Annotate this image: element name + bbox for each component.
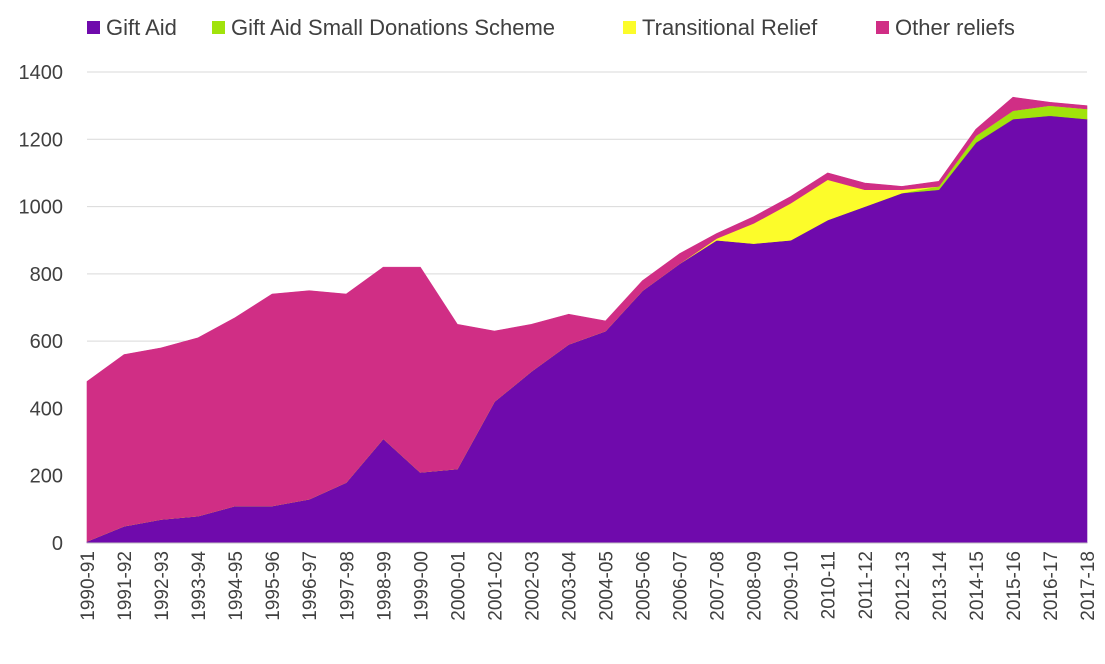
x-tick-label: 1995-96 bbox=[263, 551, 284, 621]
x-tick-label: 2005-06 bbox=[634, 551, 655, 621]
legend-swatch bbox=[87, 21, 100, 34]
x-tick-label: 2015-16 bbox=[1004, 551, 1025, 621]
x-tick-label: 2004-05 bbox=[597, 551, 618, 621]
area-series-other-reliefs bbox=[86, 96, 1088, 542]
legend-swatch bbox=[623, 21, 636, 34]
x-tick-label: 2009-10 bbox=[782, 551, 803, 621]
x-tick-label: 1993-94 bbox=[189, 551, 210, 621]
legend: Gift Aid Gift Aid Small Donations Scheme T… bbox=[87, 15, 1015, 40]
legend-label: Other reliefs bbox=[895, 15, 1015, 40]
y-tick-label: 1000 bbox=[19, 197, 64, 219]
x-tick-label: 1994-95 bbox=[226, 551, 247, 621]
y-axis: 0 200 400 600 800 1000 1200 1400 bbox=[19, 62, 64, 555]
x-tick-label: 2010-11 bbox=[819, 551, 840, 619]
x-tick-label: 1991-92 bbox=[115, 551, 136, 621]
x-tick-label: 2003-04 bbox=[559, 551, 580, 621]
x-tick-label: 1997-98 bbox=[337, 551, 358, 621]
x-tick-label: 2014-15 bbox=[967, 551, 988, 621]
x-tick-label: 2016-17 bbox=[1041, 551, 1062, 621]
x-tick-label: 1990-91 bbox=[78, 551, 99, 621]
x-tick-label: 2000-01 bbox=[448, 551, 469, 621]
x-tick-label: 2007-08 bbox=[708, 551, 729, 621]
x-tick-label: 1998-99 bbox=[374, 551, 395, 621]
x-tick-label: 2006-07 bbox=[671, 551, 692, 621]
legend-swatch bbox=[212, 21, 225, 34]
x-tick-label: 1999-00 bbox=[411, 551, 432, 621]
y-tick-label: 800 bbox=[30, 264, 63, 286]
y-tick-label: 0 bbox=[52, 533, 63, 555]
y-tick-label: 400 bbox=[30, 398, 63, 420]
legend-label: Gift Aid bbox=[106, 15, 177, 40]
legend-label: Gift Aid Small Donations Scheme bbox=[231, 15, 555, 40]
x-tick-label: 1992-93 bbox=[152, 551, 173, 621]
y-tick-label: 200 bbox=[30, 466, 63, 488]
y-tick-label: 600 bbox=[30, 331, 63, 353]
x-tick-label: 2002-03 bbox=[522, 551, 543, 621]
x-axis: 1990-91 1991-92 1992-93 1993-94 1994-95 1995-… bbox=[78, 542, 1099, 621]
x-tick-label: 2013-14 bbox=[930, 551, 951, 621]
x-tick-label: 2001-02 bbox=[485, 551, 506, 621]
x-tick-label: 2008-09 bbox=[745, 551, 766, 621]
legend-swatch bbox=[876, 21, 889, 34]
plot-areas bbox=[86, 96, 1088, 544]
x-tick-label: 2017-18 bbox=[1078, 551, 1099, 621]
x-tick-label: 1996-97 bbox=[300, 551, 321, 621]
x-tick-label: 2012-13 bbox=[893, 551, 914, 621]
y-tick-label: 1200 bbox=[19, 129, 64, 151]
x-tick-label: 2011-12 bbox=[856, 551, 877, 619]
legend-label: Transitional Relief bbox=[642, 15, 818, 40]
y-tick-label: 1400 bbox=[19, 62, 64, 84]
